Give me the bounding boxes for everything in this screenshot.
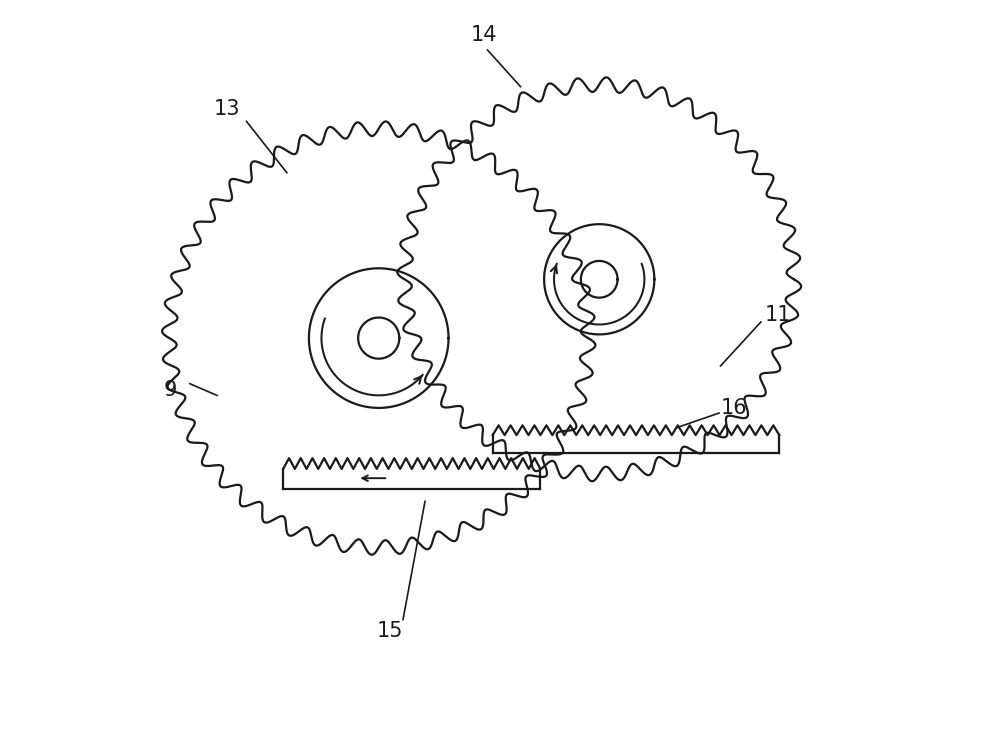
Text: 16: 16	[720, 398, 747, 418]
Text: 9: 9	[164, 379, 177, 400]
Text: 13: 13	[213, 98, 240, 119]
Text: 11: 11	[765, 304, 791, 325]
Text: 15: 15	[376, 620, 403, 641]
Text: 14: 14	[471, 25, 497, 46]
